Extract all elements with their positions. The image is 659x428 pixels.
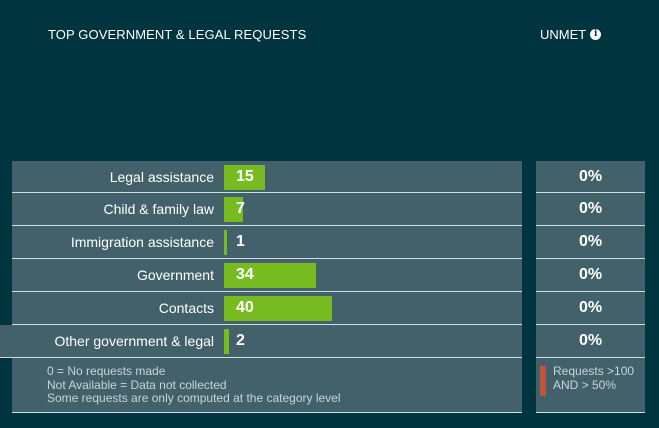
unmet-value: 0% [536,193,645,226]
unmet-value: 0% [536,259,645,292]
unmet-value: 0% [536,292,645,325]
request-count: 7 [236,200,245,217]
request-count: 15 [236,167,254,185]
info-icon[interactable]: i [590,29,602,40]
request-label: Other government & legal [54,333,214,349]
footnotes: 0 = No requests made Not Available = Dat… [12,358,522,413]
unmet-value: 0% [536,161,645,193]
request-count: 1 [236,233,245,250]
footnote: 0 = No requests made [47,364,166,378]
request-bar [224,230,227,255]
section-title: TOP GOVERNMENT & LEGAL REQUESTS [48,27,307,42]
request-row: Government 34 [12,259,522,292]
request-bar [224,329,229,354]
request-label: Government [136,267,214,283]
request-bar [224,165,265,190]
request-row: Legal assistance 15 [12,161,522,193]
request-row: Child & family law 7 [12,193,522,226]
request-bar [224,263,316,288]
request-label: Immigration assistance [70,234,214,250]
unmet-value: 0% [536,325,645,358]
unmet-legend: Requests >100 AND > 50% [536,358,645,413]
requests-table: Legal assistance 15 Child & family law 7… [0,161,522,413]
legend-text: AND > 50% [553,377,617,392]
request-bar [224,296,332,321]
request-count: 40 [236,299,254,316]
request-label: Child & family law [103,201,214,217]
request-label: Legal assistance [109,168,214,185]
unmet-column: 0% 0% 0% 0% 0% 0% Requests >100 AND > 50… [536,161,645,413]
request-row: Other government & legal 2 [0,325,522,358]
unmet-label: UNMET [540,27,587,42]
unmet-header: UNMET i [540,27,602,42]
footnote: Some requests are only computed at the c… [47,391,341,405]
unmet-value: 0% [536,226,645,259]
request-count: 34 [236,266,254,283]
legend-swatch [540,366,546,396]
request-count: 2 [236,332,245,349]
legend-text: Requests >100 [553,364,635,378]
request-row: Immigration assistance 1 [12,226,522,259]
footnote: Not Available = Data not collected [47,377,227,392]
request-bar [224,197,243,222]
request-row: Contacts 40 [12,292,522,325]
request-label: Contacts [158,300,214,316]
